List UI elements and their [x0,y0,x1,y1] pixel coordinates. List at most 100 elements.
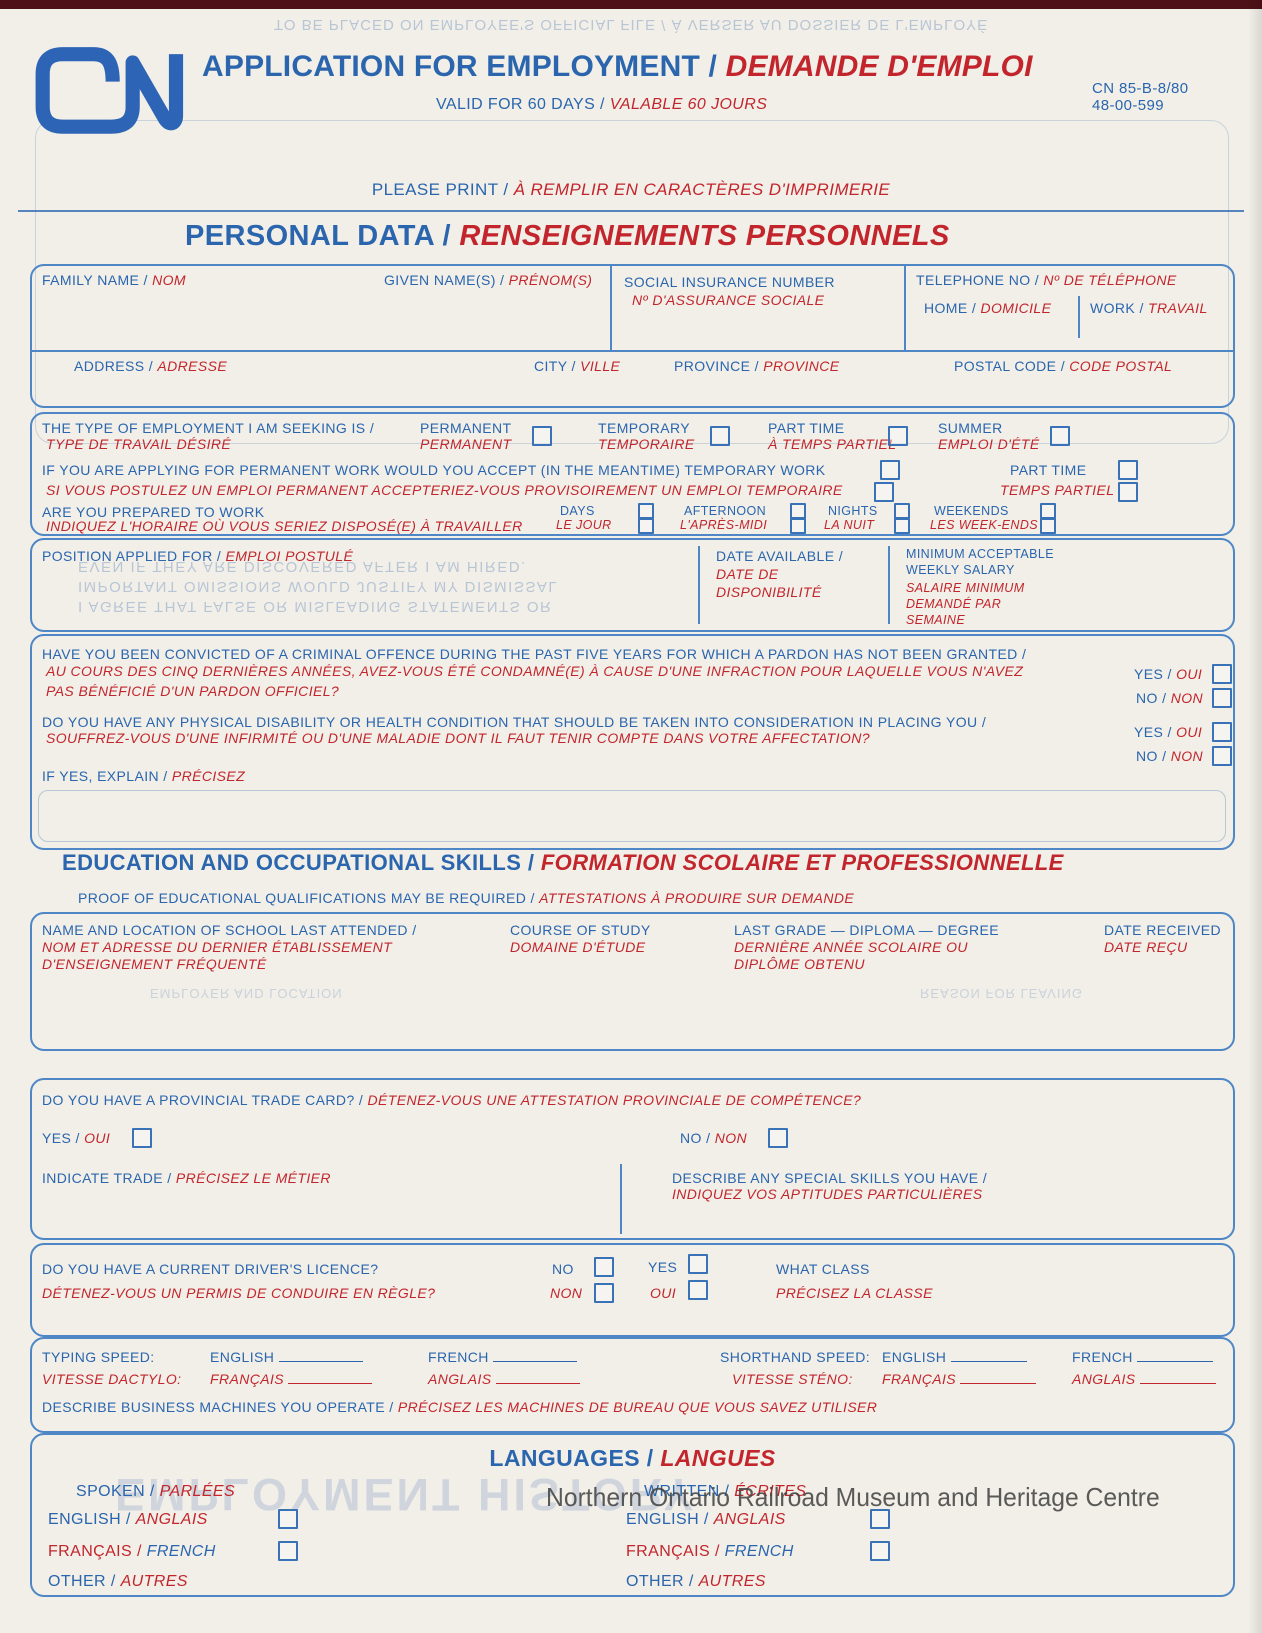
temporary-checkbox[interactable] [710,426,730,446]
written-english-label: ENGLISH / ANGLAIS [626,1511,786,1528]
sin-label-en: SOCIAL INSURANCE NUMBER [624,274,835,290]
trade-no-checkbox[interactable] [768,1128,788,1148]
days-en: DAYS [560,504,595,518]
explain-writing-area[interactable] [38,790,1226,842]
trade-yes-checkbox[interactable] [132,1128,152,1148]
q1-no-checkbox[interactable] [1212,688,1232,708]
scan-right-shadow [1248,0,1262,1633]
days-fr-checkbox[interactable] [638,518,654,534]
written-other-label: OTHER / AUTRES [626,1573,766,1590]
divider [610,266,612,350]
typing-anglais-field[interactable] [495,1372,580,1384]
shorthand-english-label: ENGLISH [882,1349,1027,1365]
identity-box: FAMILY NAME / NOM GIVEN NAME(S) / PRÉNOM… [30,264,1235,408]
licence-class-fr: PRÉCISEZ LA CLASSE [776,1285,933,1301]
driver-non-fr: NON [550,1285,583,1301]
written-french-checkbox[interactable] [870,1541,890,1561]
family-name-en: FAMILY NAME / [42,272,148,288]
q1-yes-checkbox[interactable] [1212,664,1232,684]
city-fr: VILLE [580,358,621,374]
shorthand-english-field[interactable] [950,1350,1027,1362]
proof-note-fr: ATTESTATIONS À PRODUIRE SUR DEMANDE [539,890,855,906]
prepared-label-en: ARE YOU PREPARED TO WORK [42,504,265,520]
q1-no-label: NO / NON [1136,690,1203,706]
afternoon-fr-checkbox[interactable] [790,518,806,534]
meantime-temporary-en-checkbox[interactable] [880,460,900,480]
parttime-checkbox[interactable] [888,426,908,446]
grade-label-fr2: DIPLÔME OBTENU [734,956,865,972]
typing-french-field[interactable] [493,1350,578,1362]
weekends-fr-checkbox[interactable] [1040,518,1056,534]
typing-english-field[interactable] [278,1350,363,1362]
shorthand-anglais-label: ANGLAIS [1072,1371,1216,1387]
shorthand-anglais-field[interactable] [1139,1372,1216,1384]
nights-en: NIGHTS [828,504,878,518]
form-code: CN 85-B-8/80 48-00-599 [1092,80,1189,114]
shorthand-speed-en: SHORTHAND SPEED: [720,1349,871,1365]
address-fr: ADRESSE [157,358,228,374]
divider [888,546,890,624]
meantime-parttime-en: PART TIME [1010,462,1087,478]
permanent-checkbox[interactable] [532,426,552,446]
afternoon-en-checkbox[interactable] [790,503,806,519]
driver-no-en: NO [552,1261,574,1277]
spoken-other-label: OTHER / AUTRES [48,1573,188,1590]
nights-fr-checkbox[interactable] [894,518,910,534]
permanent-en: PERMANENT [420,420,512,436]
driver-box: DO YOU HAVE A CURRENT DRIVER'S LICENCE? … [30,1243,1235,1337]
driver-oui-fr-checkbox[interactable] [688,1280,708,1300]
summer-checkbox[interactable] [1050,426,1070,446]
salary-fr3: SEMAINE [906,613,966,627]
employment-type-box: THE TYPE OF EMPLOYMENT I AM SEEKING IS /… [30,412,1235,536]
position-box: POSITION APPLIED FOR / EMPLOI POSTULÉ DA… [30,538,1235,632]
header-rule [18,210,1244,212]
bleed-box-outline [35,120,1229,444]
divider [904,266,906,350]
days-fr: LE JOUR [556,518,612,532]
form-title-fr: DEMANDE D'EMPLOI [725,50,1033,83]
phone-work-label: WORK / TRAVAIL [1090,300,1208,316]
salary-en2: WEEKLY SALARY [906,563,1015,577]
typing-francais-field[interactable] [288,1372,373,1384]
typing-speed-fr: VITESSE DACTYLO: [42,1371,182,1387]
business-machines-fr: PRÉCISEZ LES MACHINES DE BUREAU QUE VOUS… [397,1399,878,1415]
shorthand-french-field[interactable] [1137,1350,1214,1362]
indicate-trade-label: INDICATE TRADE / PRÉCISEZ LE MÉTIER [42,1170,331,1186]
q2-yes-checkbox[interactable] [1212,722,1232,742]
salary-fr1: SALAIRE MINIMUM [906,581,1025,595]
print-instruction-en: PLEASE PRINT / [371,180,509,199]
position-applied-en: POSITION APPLIED FOR / [42,548,222,564]
meantime-parttime-en-checkbox[interactable] [1118,460,1138,480]
spoken-french-checkbox[interactable] [278,1541,298,1561]
meantime-parttime-fr-checkbox[interactable] [1118,482,1138,502]
written-english-checkbox[interactable] [870,1509,890,1529]
seeking-label-en: THE TYPE OF EMPLOYMENT I AM SEEKING IS / [42,420,375,436]
shorthand-francais-field[interactable] [960,1372,1037,1384]
personal-data-heading-en: PERSONAL DATA / [185,220,451,252]
nights-en-checkbox[interactable] [894,503,910,519]
disability-question-fr: SOUFFREZ-VOUS D'UNE INFIRMITÉ OU D'UNE M… [46,730,870,746]
proof-note: PROOF OF EDUCATIONAL QUALIFICATIONS MAY … [78,890,854,906]
spoken-english-checkbox[interactable] [278,1509,298,1529]
driver-yes-en-checkbox[interactable] [688,1254,708,1274]
q2-no-label: NO / NON [1136,748,1203,764]
form-title-en: APPLICATION FOR EMPLOYMENT / [202,50,718,83]
course-label-fr: DOMAINE D'ÉTUDE [510,939,646,955]
driver-no-en-checkbox[interactable] [594,1257,614,1277]
cn-logo [26,40,196,140]
typing-french-label: FRENCH [428,1349,578,1365]
province-label: PROVINCE / PROVINCE [674,358,840,374]
q2-no-checkbox[interactable] [1212,746,1232,766]
postal-code-label: POSTAL CODE / CODE POSTAL [954,358,1172,374]
weekends-fr: LES WEEK-ENDS [930,518,1039,532]
days-en-checkbox[interactable] [638,503,654,519]
phone-work-fr: TRAVAIL [1148,300,1208,316]
meantime-temporary-fr-checkbox[interactable] [874,482,894,502]
school-label-fr2: D'ENSEIGNEMENT FRÉQUENTÉ [42,956,267,972]
driver-non-fr-checkbox[interactable] [594,1283,614,1303]
bleed-top-line: TO BE PLACED ON EMPLOYEE'S OFFICIAL FILE… [273,16,989,33]
weekends-en-checkbox[interactable] [1040,503,1056,519]
q2-yes-label: YES / OUI [1134,724,1203,740]
position-applied-fr: EMPLOI POSTULÉ [225,548,354,564]
form-title: APPLICATION FOR EMPLOYMENT / DEMANDE D'E… [202,50,1033,84]
